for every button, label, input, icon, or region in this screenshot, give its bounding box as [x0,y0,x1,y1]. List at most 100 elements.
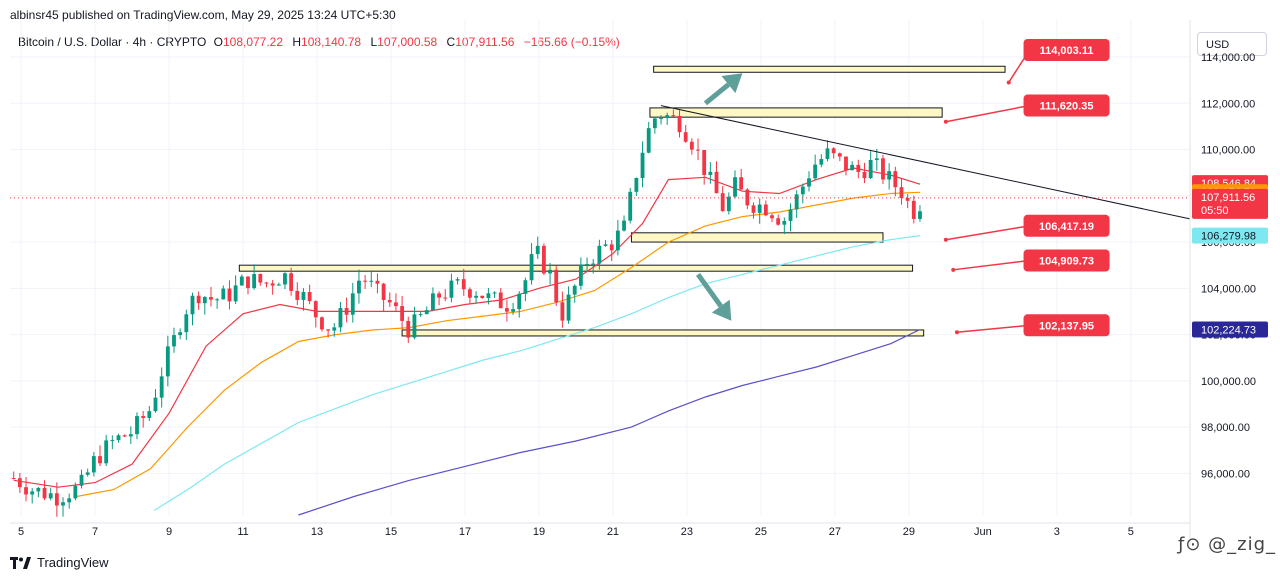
x-axis-tick-label: 5 [1128,526,1134,538]
price-badge [1192,188,1268,219]
candle-up [30,491,35,495]
candle-up [332,327,337,331]
x-axis-tick-label: 25 [755,526,767,538]
candle-down [899,187,904,199]
candle-down [554,269,559,303]
callout-anchor [954,330,959,335]
symbol-name: Bitcoin / U.S. Dollar · 4h · CRYPTO [18,35,207,49]
candle-up [782,220,787,225]
callout-box [1023,94,1110,117]
candle-down [461,279,466,290]
high-value: 108,140.78 [301,35,362,49]
candle-down [381,283,386,300]
callout-label: 102,137.95 [1039,320,1094,332]
support-resistance-zone [238,264,914,272]
candle-down [609,244,614,251]
candle-up [418,314,423,316]
open-value: 108,077.22 [222,35,284,49]
candle-up [578,264,583,286]
candle-up [449,280,454,298]
candle-up [868,160,873,179]
candle-down [770,215,774,219]
close-value: 107,911.56 [455,35,515,49]
candle-down [911,200,916,219]
candle-down [541,245,546,274]
candle-down [363,280,368,282]
low-value: 107,000.58 [377,35,438,49]
candle-up [153,397,158,412]
candle-down [270,283,275,286]
x-axis-tick-label: 21 [607,526,619,538]
candle-down [196,295,201,304]
candle-up [794,194,799,210]
candle-up [628,191,633,221]
callout-anchor [943,237,948,242]
currency-selector[interactable]: USD [1197,32,1267,56]
tradingview-logo[interactable]: TradingView [10,555,109,570]
callout-label: 106,417.19 [1039,221,1094,233]
candle-up [652,118,657,129]
price-badge-countdown: 05:50 [1201,205,1229,217]
candle-down [677,115,682,133]
candle-down [714,171,719,194]
candle-up [61,502,65,506]
x-axis-tick-label: 7 [92,526,98,538]
candle-down [560,302,565,321]
publish-header: albinsr45 published on TradingView.com, … [10,8,396,22]
callout-box [1023,39,1110,62]
callout-label: 111,620.35 [1040,101,1094,113]
candle-down [893,171,898,188]
candle-down [227,288,232,302]
candle-up [474,295,478,298]
candle-down [720,193,725,212]
candle-up [73,485,78,499]
callout-pointer [956,324,1030,334]
y-axis-tick-label: 110,000.00 [1201,145,1255,157]
callout-anchor [951,267,956,272]
callout-box [1023,314,1110,337]
candle-up [91,456,96,473]
x-axis-tick-label: 3 [1054,526,1060,538]
candle-up [116,435,121,441]
watermark-text: ƒ⊙ @_zig_ [1178,534,1277,555]
price-badge-label: 102,224.73 [1201,324,1256,336]
x-axis-tick-label: Jun [974,526,992,538]
candle-down [437,293,442,298]
projection-arrow-head [721,73,743,94]
candle-up [597,245,602,264]
candle-up [646,128,651,153]
candle-up [548,269,552,274]
candle-up [529,254,534,281]
candle-down [122,435,127,437]
x-axis-tick-label: 15 [385,526,397,538]
candle-up [665,115,670,119]
candle-down [246,276,250,289]
candle-up [788,209,793,221]
candle-up [640,152,645,178]
callout-anchor [943,119,948,124]
candle-down [141,416,146,418]
candle-up [757,204,762,213]
candle-down [11,477,16,479]
candle-down [881,158,885,180]
candle-up [511,309,515,312]
candle-up [350,293,355,315]
candle-down [905,198,910,201]
ema-line-red [13,167,921,488]
candle-up [708,171,713,175]
y-axis-tick-label: 114,000.00 [1201,52,1255,64]
y-axis-tick-label: 96,000.00 [1201,468,1250,480]
candle-up [850,164,855,171]
ema-line-orange [76,191,921,498]
candle-down [751,205,756,213]
candle-down [24,487,28,495]
candle-up [202,297,207,304]
candle-up [159,376,164,398]
tradingview-logo-text: TradingView [37,555,109,570]
price-badge [1192,227,1268,244]
candle-up [252,274,257,289]
projection-arrow-head [711,299,732,321]
candle-up [147,411,152,418]
candle-up [239,276,244,286]
